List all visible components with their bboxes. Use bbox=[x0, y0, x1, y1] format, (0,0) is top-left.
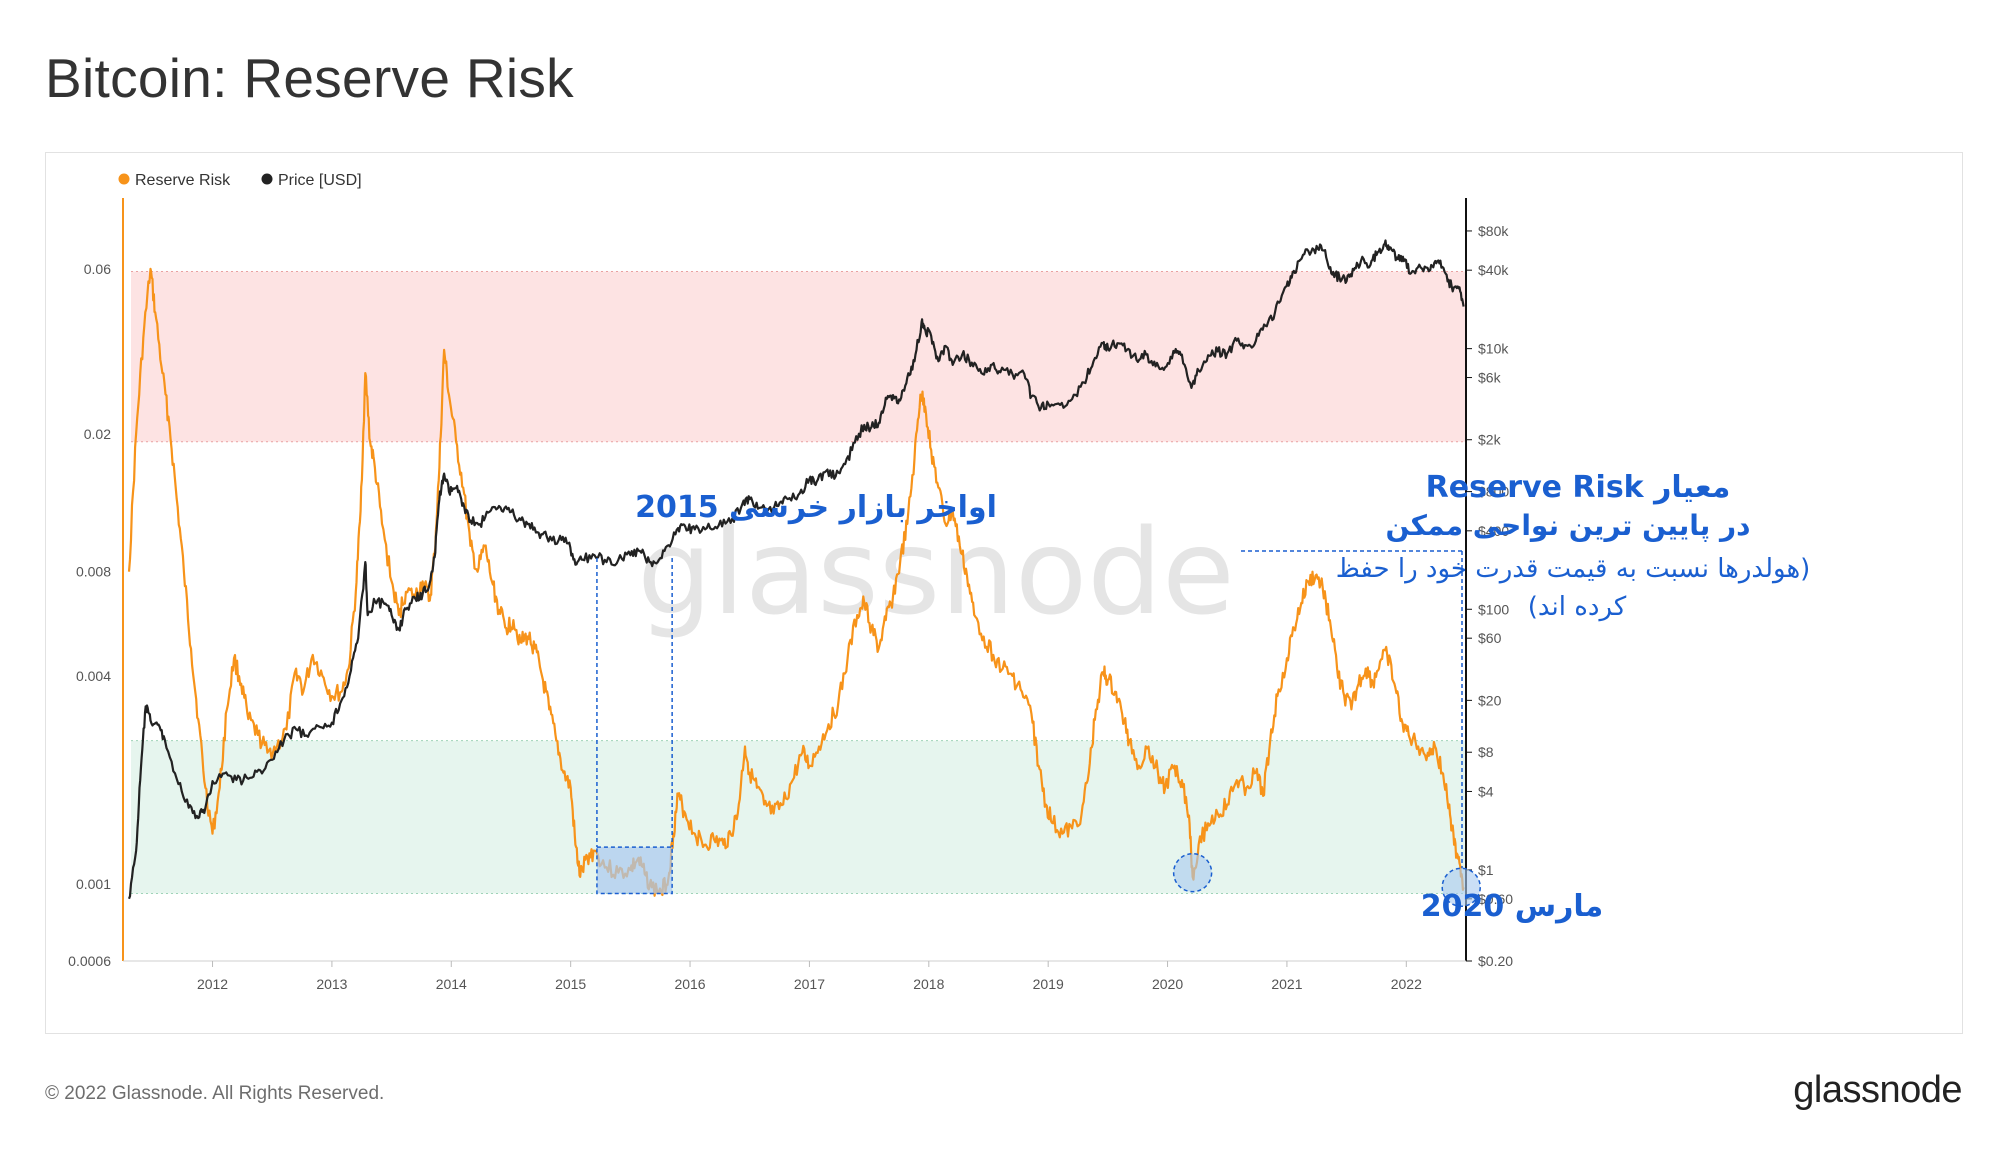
glassnode-logo[interactable]: glassnode bbox=[1793, 1069, 1962, 1111]
x-tick-label: 2018 bbox=[913, 976, 944, 992]
annotations: اواخر بازار خرسی 2015 مارس 2020 معیار Rese… bbox=[635, 470, 1810, 924]
current-low-circle bbox=[1441, 867, 1481, 908]
legend-dot bbox=[118, 173, 130, 185]
y-left-tick-label: 0.008 bbox=[76, 564, 111, 580]
y-left-tick-label: 0.02 bbox=[84, 426, 111, 442]
series-lines bbox=[127, 239, 1465, 900]
x-tick-label: 2014 bbox=[436, 976, 467, 992]
reserve-risk-note-line1: (هولدرها نسبت به قیمت قدرت خود را حفظ bbox=[1336, 554, 1811, 584]
y-right-tick-label: $40k bbox=[1478, 262, 1509, 278]
x-tick-label: 2020 bbox=[1152, 976, 1183, 992]
highlights bbox=[596, 550, 1481, 908]
watermark: glassnode bbox=[637, 503, 1234, 641]
x-tick-label: 2021 bbox=[1271, 976, 1302, 992]
y-right-tick-label: $400 bbox=[1478, 523, 1509, 539]
band-high bbox=[131, 271, 1466, 442]
march-2020-circle bbox=[1172, 852, 1213, 893]
y-left-tick-label: 0.004 bbox=[76, 668, 111, 684]
y-right-tick-label: $8 bbox=[1478, 744, 1494, 760]
y-right-tick-label: $800 bbox=[1478, 484, 1509, 500]
y-left-tick-label: 0.06 bbox=[84, 261, 111, 277]
reserve-risk-subtitle: در پایین ترین نواحی ممکن bbox=[1385, 509, 1750, 542]
y-left-tick-label: 0.0006 bbox=[68, 953, 111, 969]
y-right-tick-label: $100 bbox=[1478, 601, 1509, 617]
march-2020-label: مارس 2020 bbox=[1421, 889, 1603, 924]
x-tick-label: 2012 bbox=[197, 976, 228, 992]
reserve-risk-line bbox=[127, 267, 1465, 897]
legend-label: Price [USD] bbox=[278, 172, 362, 189]
y-right-tick-label: $6k bbox=[1478, 370, 1502, 386]
y-right-tick-label: $80k bbox=[1478, 223, 1509, 239]
legend-dot bbox=[261, 173, 273, 185]
y-right-tick-label: $2k bbox=[1478, 432, 1502, 448]
x-tick-label: 2017 bbox=[794, 976, 825, 992]
y-right-tick-label: $4 bbox=[1478, 783, 1494, 799]
x-tick-label: 2016 bbox=[674, 976, 705, 992]
x-tick-label: 2022 bbox=[1391, 976, 1422, 992]
x-tick-label: 2013 bbox=[316, 976, 347, 992]
price-line bbox=[127, 239, 1465, 900]
y-left-tick-label: 0.001 bbox=[76, 876, 111, 892]
page-title: Bitcoin: Reserve Risk bbox=[45, 47, 574, 109]
y-right-tick-label: $10k bbox=[1478, 341, 1509, 357]
x-tick-label: 2019 bbox=[1033, 976, 1064, 992]
reserve-risk-note-line2: کرده اند) bbox=[1528, 592, 1627, 622]
y-right-tick-label: $1 bbox=[1478, 862, 1494, 878]
y-right-tick-label: $20 bbox=[1478, 692, 1502, 708]
legend-label: Reserve Risk bbox=[135, 172, 231, 189]
x-tick-label: 2015 bbox=[555, 976, 586, 992]
y-right-tick-label: $60 bbox=[1478, 630, 1502, 646]
chart-panel: Reserve Risk Price [USD] glassnode 0.0006… bbox=[45, 152, 1963, 1034]
legend[interactable]: Reserve Risk Price [USD] bbox=[118, 172, 362, 189]
reserve-risk-title: معیار Reserve Risk bbox=[1426, 470, 1731, 505]
axes: 0.0006 0.001 0.004 0.008 0.02 0.06 $0.20 $0.60 $… bbox=[68, 198, 1513, 992]
y-right-tick-label: $0.20 bbox=[1478, 953, 1513, 969]
reserve-risk-chart: Reserve Risk Price [USD] glassnode 0.0006… bbox=[68, 172, 1810, 992]
bear-market-label: اواخر بازار خرسی 2015 bbox=[635, 490, 997, 525]
y-right-tick-label: $0.60 bbox=[1478, 891, 1513, 907]
copyright-text: © 2022 Glassnode. All Rights Reserved. bbox=[45, 1083, 385, 1104]
bear-market-box bbox=[596, 846, 673, 895]
